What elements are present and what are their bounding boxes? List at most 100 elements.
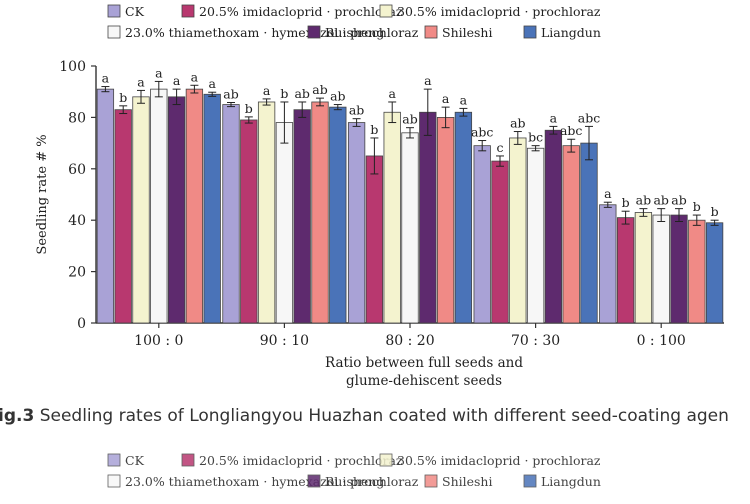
significance-label: c [496,140,503,155]
significance-label: bc [528,130,543,145]
significance-label: ab [671,193,686,208]
bar [96,88,115,324]
legend-label: CK [125,4,145,19]
legend-label: 30.5% imidacloprid · prochloraz [397,4,601,19]
bar [436,117,455,324]
x-axis-label: Ratio between full seeds and [325,355,523,371]
significance-label: a [208,76,216,91]
caption-text: Seedling rates of Longliangyou Huazhan c… [34,406,729,426]
significance-label: b [622,195,630,210]
significance-label: a [173,73,181,88]
significance-label: a [388,86,396,101]
bar [652,214,670,324]
significance-label: a [137,74,145,89]
bar [526,147,545,324]
bar [203,93,221,324]
bar [257,101,276,324]
significance-label: a [442,91,450,106]
legend-swatch [107,25,121,39]
bar [670,214,688,324]
legend-swatch [107,4,121,18]
significance-label: ab [223,86,238,101]
legend-label: Ruisheng [325,25,384,40]
legend-label: Shileshi [442,25,492,40]
bar [114,109,132,324]
legend-swatch [379,453,393,467]
significance-label: ab [330,89,345,104]
bar [454,111,473,324]
legend-label: Liangdun [541,474,601,489]
bar [544,129,563,324]
significance-label: a [424,73,432,88]
bar [580,142,598,324]
significance-label: b [693,199,701,214]
bar [240,119,258,324]
significance-label: b [711,204,719,219]
bar [311,101,329,324]
bar [167,96,186,324]
x-tick-label: 70 : 30 [511,333,560,349]
significance-label: a [460,92,468,107]
significance-label: abc [560,123,582,138]
legend-swatch [181,4,195,18]
significance-label: a [604,186,612,201]
x-tick-label: 0 : 100 [637,333,686,349]
bar [132,96,150,324]
significance-label: a [155,65,163,80]
caption-label: ig.3 [0,406,34,426]
bar [634,212,653,324]
x-tick-label: 80 : 20 [385,333,434,349]
y-tick-label: 80 [68,110,86,126]
y-axis-label: Seedling rate # % [35,134,50,254]
bar [473,145,491,324]
legend-swatch [307,474,321,488]
legend-swatch [307,25,321,39]
bar [222,104,240,324]
significance-label: a [102,71,110,86]
legend-label: 30.5% imidacloprid · prochloraz [397,453,601,468]
bar [150,88,168,324]
significance-label: ab [294,86,309,101]
legend-swatch [107,453,121,467]
bar [616,217,635,324]
bar [562,145,580,324]
x-tick-label: 100 : 0 [134,333,183,349]
bar [347,122,366,324]
legend-swatch [523,474,537,488]
legend-label: 23.0% thiamethoxam · hymexazol · prochlo… [125,25,419,40]
legend-label: 20.5% imidacloprid · prochloraz [199,453,403,468]
x-tick-label: 90 : 10 [260,333,309,349]
bar [688,219,706,324]
significance-label: ab [653,193,668,208]
significance-label: ab [312,82,327,97]
legend-label: 20.5% imidacloprid · prochloraz [199,4,403,19]
x-axis-label: glume-dehiscent seeds [346,373,502,389]
significance-label: ab [510,116,525,131]
y-tick-label: 0 [77,316,86,332]
significance-label: b [245,101,253,116]
legend-label: 23.0% thiamethoxam · hymexazol · prochlo… [125,474,419,489]
significance-label: a [191,69,199,84]
bar [401,132,419,324]
bar [419,111,437,324]
bar [599,204,617,324]
significance-label: a [263,83,271,98]
significance-label: b [119,90,127,105]
significance-label: ab [402,112,417,127]
significance-label: a [550,110,558,125]
bar [275,122,294,324]
y-tick-label: 20 [68,265,86,281]
bar [293,109,311,324]
legend-label: Shileshi [442,474,492,489]
bar [383,111,401,324]
legend-swatch [181,453,195,467]
bar [705,222,724,324]
significance-label: ab [349,103,364,118]
legend-swatch [424,25,438,39]
legend-label: Ruisheng [325,474,384,489]
bar [365,155,384,324]
